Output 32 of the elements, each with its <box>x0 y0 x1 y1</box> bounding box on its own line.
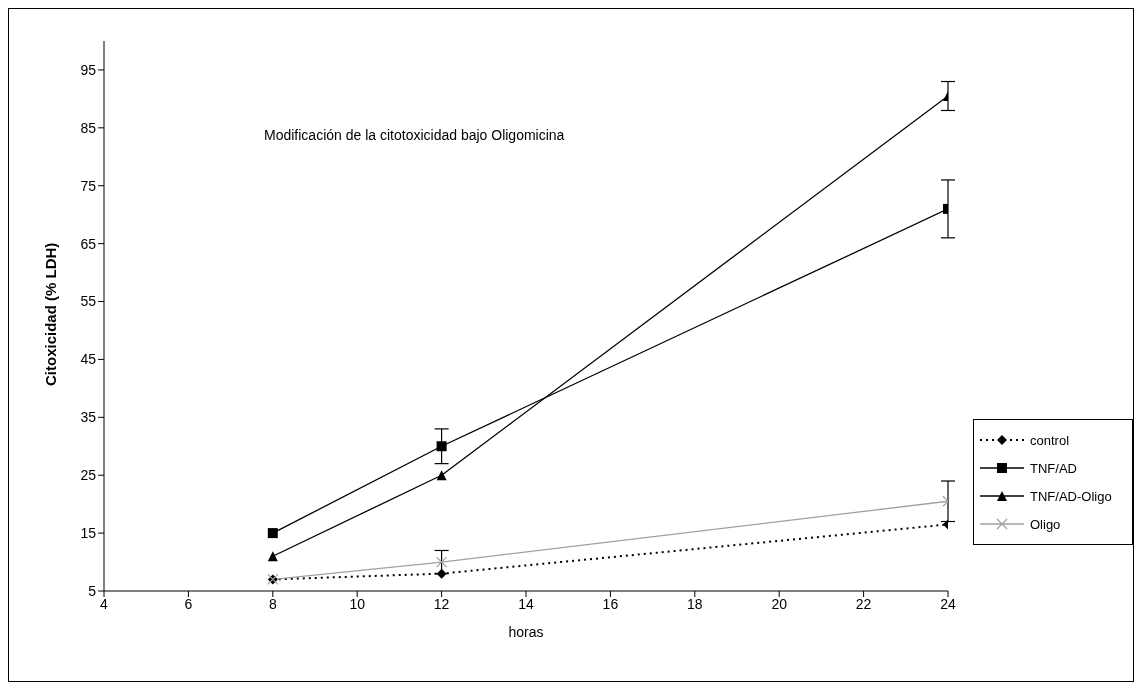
legend-label: control <box>1030 432 1070 448</box>
x-tick-label: 20 <box>771 595 788 612</box>
y-tick-label: 65 <box>80 235 97 252</box>
x-tick-label: 22 <box>855 595 872 612</box>
point <box>436 470 447 481</box>
y-axis-title: Citoxicidad (% LDH) <box>42 242 60 386</box>
x-tick-label: 4 <box>100 595 109 612</box>
legend-label: TNF/AD <box>1030 460 1077 476</box>
point <box>436 441 447 452</box>
y-tick-label: 25 <box>80 467 97 484</box>
y-tick-label: 55 <box>80 293 97 310</box>
point <box>267 551 278 562</box>
x-tick-label: 16 <box>602 595 619 612</box>
x-tick-label: 6 <box>184 595 193 612</box>
y-tick-label: 95 <box>80 61 97 78</box>
y-tick-label: 75 <box>80 177 97 194</box>
x-tick-label: 10 <box>349 595 366 612</box>
y-tick-label: 15 <box>80 525 97 542</box>
x-axis-title: horas <box>508 624 544 640</box>
x-tick-label: 8 <box>268 595 277 612</box>
y-tick-label: 85 <box>80 119 97 136</box>
y-tick-label: 35 <box>80 409 97 426</box>
y-tick-label: 5 <box>88 582 97 599</box>
x-tick-label: 12 <box>433 595 450 612</box>
legend-label: Oligo <box>1030 516 1061 532</box>
x-tick-label: 24 <box>940 595 956 612</box>
legend-label: TNF/AD-Oligo <box>1030 488 1112 504</box>
x-tick-label: 18 <box>687 595 703 612</box>
point <box>267 528 278 539</box>
y-tick-label: 45 <box>80 351 97 368</box>
text: Modificación de la citotoxicidad bajo Oligomicina <box>264 127 565 143</box>
x-tick-label: 14 <box>518 595 534 612</box>
